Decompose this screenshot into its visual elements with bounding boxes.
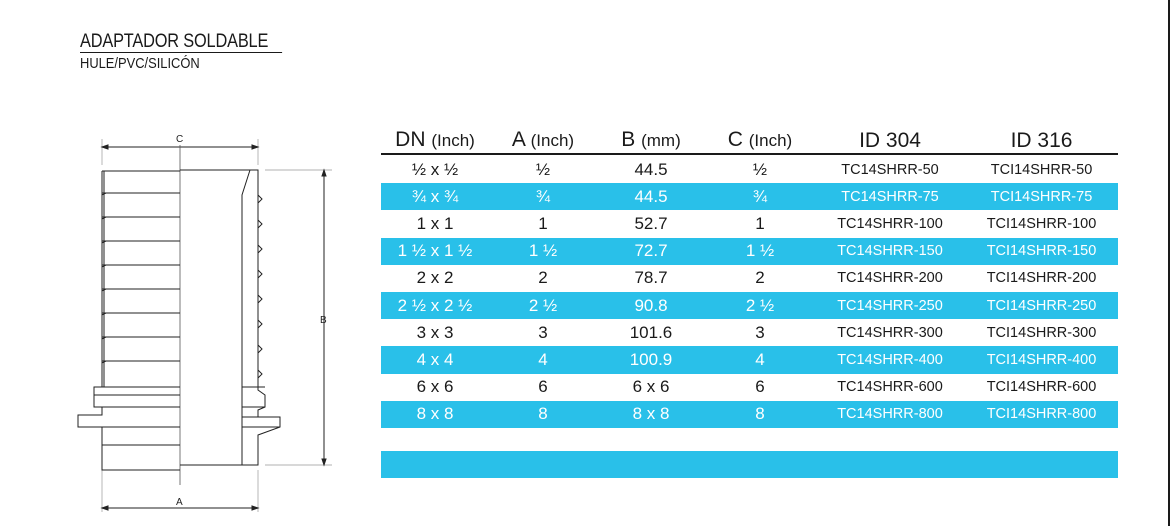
cell-a: 6 bbox=[538, 377, 548, 397]
cell-id316: TCI14SHRR-250 bbox=[986, 297, 1097, 314]
cell-a: 2 bbox=[538, 268, 548, 288]
cell-dn: ½ x ½ bbox=[411, 159, 459, 179]
page-subtitle: HULE/PVC/SILICÓN bbox=[80, 55, 200, 72]
title-block: ADAPTADOR SOLDABLE HULE/PVC/SILICÓN bbox=[80, 32, 315, 73]
cell-a: 4 bbox=[538, 349, 548, 369]
cell-id316: TCI14SHRR-300 bbox=[986, 324, 1097, 341]
extension-lines bbox=[101, 139, 332, 512]
cell-dn: 2 x 2 bbox=[416, 268, 454, 288]
cell-id304: TC14SHRR-150 bbox=[837, 243, 943, 260]
header-b: B (mm) bbox=[621, 128, 681, 151]
cell-id316: TCI14SHRR-100 bbox=[986, 215, 1097, 232]
cell-b: 44.5 bbox=[634, 186, 668, 206]
cell-b: 44.5 bbox=[634, 159, 668, 179]
cell-a: 1 ½ bbox=[528, 241, 558, 261]
cell-b: 6 x 6 bbox=[632, 377, 670, 397]
cell-id304: TC14SHRR-600 bbox=[837, 379, 943, 396]
cell-b: 101.6 bbox=[629, 322, 673, 342]
table-row: 1 x 1 1 52.7 1 TC14SHRR-100 TCI14SHRR-100 bbox=[381, 210, 1118, 237]
table-footer-bar bbox=[381, 451, 1118, 478]
right-body bbox=[180, 169, 281, 466]
cell-a: ½ bbox=[535, 159, 551, 179]
cell-dn: 2 ½ x 2 ½ bbox=[397, 295, 473, 315]
table-row: ½ x ½ ½ 44.5 ½ TC14SHRR-50 TCI14SHRR-50 bbox=[381, 156, 1118, 183]
cell-c: 2 bbox=[755, 268, 765, 288]
table-row: 4 x 4 4 100.9 4 TC14SHRR-400 TCI14SHRR-400 bbox=[381, 346, 1118, 374]
cell-dn: ¾ x ¾ bbox=[411, 186, 459, 206]
header-id316: ID 316 bbox=[1010, 129, 1073, 152]
spec-table: DN (Inch) A (Inch) B (mm) C (Inch) ID 30… bbox=[381, 128, 1118, 478]
cell-id304: TC14SHRR-200 bbox=[837, 270, 943, 287]
table-row: ¾ x ¾ ¾ 44.5 ¾ TC14SHRR-75 TCI14SHRR-75 bbox=[381, 183, 1118, 211]
cell-id316: TCI14SHRR-200 bbox=[986, 270, 1097, 287]
header-dn: DN (Inch) bbox=[395, 128, 475, 151]
cell-id316: TCI14SHRR-50 bbox=[990, 161, 1093, 178]
cell-c: 8 bbox=[755, 404, 765, 424]
cell-dn: 3 x 3 bbox=[416, 322, 454, 342]
cell-id304: TC14SHRR-75 bbox=[841, 188, 939, 205]
cell-b: 8 x 8 bbox=[632, 404, 670, 424]
cell-id316: TCI14SHRR-800 bbox=[986, 406, 1097, 423]
dimension-b bbox=[321, 168, 327, 467]
left-barbs bbox=[101, 170, 180, 388]
cell-dn: 8 x 8 bbox=[416, 404, 454, 424]
cell-id304: TC14SHRR-50 bbox=[841, 161, 939, 178]
cell-id316: TCI14SHRR-150 bbox=[986, 243, 1097, 260]
cell-dn: 1 ½ x 1 ½ bbox=[397, 241, 473, 261]
cell-b: 90.8 bbox=[634, 295, 668, 315]
table-header: DN (Inch) A (Inch) B (mm) C (Inch) ID 30… bbox=[381, 128, 1118, 155]
cell-a: 2 ½ bbox=[528, 295, 558, 315]
table-row: 8 x 8 8 8 x 8 8 TC14SHRR-800 TCI14SHRR-800 bbox=[381, 400, 1118, 428]
cell-id316: TCI14SHRR-400 bbox=[986, 351, 1097, 368]
cell-a: 1 bbox=[538, 213, 548, 233]
cell-a: 8 bbox=[538, 404, 548, 424]
table-row: 6 x 6 6 6 x 6 6 TC14SHRR-600 TCI14SHRR-600 bbox=[381, 374, 1118, 401]
cell-c: 6 bbox=[755, 377, 765, 397]
cell-b: 78.7 bbox=[634, 268, 668, 288]
header-id304: ID 304 bbox=[859, 129, 921, 152]
adapter-technical-drawing: C B A bbox=[77, 134, 332, 512]
table-row: 3 x 3 3 101.6 3 TC14SHRR-300 TCI14SHRR-300 bbox=[381, 319, 1118, 346]
cell-dn: 6 x 6 bbox=[416, 377, 454, 397]
left-flange bbox=[77, 386, 180, 471]
cell-c: ½ bbox=[752, 159, 768, 179]
label-c: C bbox=[176, 134, 183, 145]
cell-c: 1 bbox=[755, 213, 765, 233]
cell-b: 72.7 bbox=[634, 241, 668, 261]
header-c: C (Inch) bbox=[727, 128, 793, 151]
table-row: 2 ½ x 2 ½ 2 ½ 90.8 2 ½ TC14SHRR-250 TCI14SHRR… bbox=[381, 291, 1118, 320]
cell-c: 4 bbox=[755, 349, 765, 369]
cell-a: ¾ bbox=[535, 186, 551, 206]
cell-a: 3 bbox=[538, 322, 548, 342]
page-title: ADAPTADOR SOLDABLE bbox=[80, 32, 282, 53]
cell-id304: TC14SHRR-800 bbox=[837, 406, 943, 423]
cell-b: 100.9 bbox=[629, 349, 673, 369]
cell-c: 2 ½ bbox=[745, 295, 775, 315]
cell-b: 52.7 bbox=[634, 213, 668, 233]
cell-id316: TCI14SHRR-75 bbox=[990, 188, 1093, 205]
table-row: 1 ½ x 1 ½ 1 ½ 72.7 1 ½ TC14SHRR-150 TCI14SHRR… bbox=[381, 237, 1118, 265]
cell-dn: 4 x 4 bbox=[416, 349, 454, 369]
cell-dn: 1 x 1 bbox=[416, 213, 454, 233]
cell-id304: TC14SHRR-250 bbox=[837, 297, 943, 314]
label-b: B bbox=[320, 315, 327, 326]
cell-id304: TC14SHRR-100 bbox=[837, 215, 943, 232]
table-row: 2 x 2 2 78.7 2 TC14SHRR-200 TCI14SHRR-200 bbox=[381, 265, 1118, 292]
cell-c: 3 bbox=[755, 322, 765, 342]
page-border bbox=[1168, 0, 1170, 526]
cell-c: 1 ½ bbox=[745, 241, 775, 261]
cell-id304: TC14SHRR-300 bbox=[837, 324, 943, 341]
cell-id304: TC14SHRR-400 bbox=[837, 351, 943, 368]
dimension-a bbox=[100, 505, 260, 511]
cell-c: ¾ bbox=[752, 186, 768, 206]
header-a: A (Inch) bbox=[511, 128, 575, 151]
label-a: A bbox=[176, 497, 183, 508]
cell-id316: TCI14SHRR-600 bbox=[986, 379, 1097, 396]
